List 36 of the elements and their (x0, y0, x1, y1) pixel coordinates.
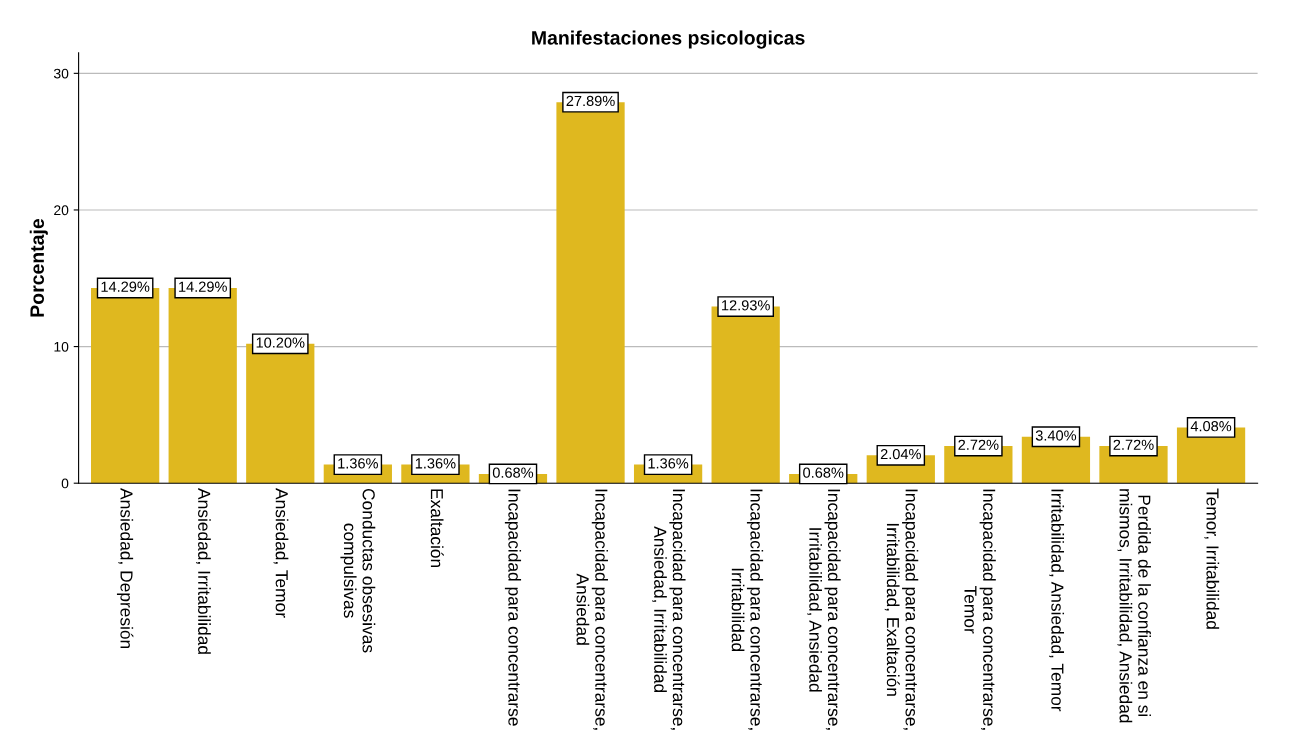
data-label: 2.72% (1113, 439, 1154, 450)
data-label: 14.29% (101, 281, 150, 292)
y-tick-label: 0 (61, 478, 69, 489)
x-tick-label: Ansiedad, Temor (273, 488, 289, 618)
x-tick-label: Incapacidad para concentrarse, Irritabilidad (731, 489, 764, 730)
x-tick-label: Irritabilidad, Ansiedad, Temor (1049, 489, 1065, 712)
x-tick-label: Temor, Irritabilidad (1204, 488, 1220, 629)
data-label: 1.36% (415, 458, 456, 469)
data-label: 2.04% (880, 448, 921, 460)
data-label: 14.29% (179, 281, 227, 292)
data-label: 4.08% (1190, 421, 1232, 432)
data-label: 3.40% (1035, 430, 1077, 441)
data-label: 2.72% (958, 439, 999, 450)
chart-title: Manifestaciones psicologicas (532, 30, 805, 49)
x-tick-label: Ansiedad, Irritabilidad (195, 488, 211, 654)
x-tick-label: Ansiedad, Depresión (116, 488, 134, 649)
data-label: 27.89% (566, 95, 615, 107)
x-tick-label: Incapacidad para concentrarse, Irritabilidad, Exaltación (884, 489, 919, 730)
y-tick-label: 30 (53, 68, 69, 79)
data-label: 1.36% (338, 458, 378, 469)
data-label: 0.68% (803, 467, 844, 478)
data-label: 10.20% (256, 337, 305, 348)
x-tick-label: Incapacidad para concentrarse, Temor (964, 489, 996, 730)
y-tick-label: 10 (54, 341, 69, 352)
x-tick-label: Perdida de la confianza en si mismos, Irritabilidad, Ansiedad (1117, 489, 1151, 723)
x-tick-label: Exaltación (430, 489, 444, 568)
y-axis-title: Porcentaje (29, 218, 48, 317)
x-tick-label: Incapacidad para concentrarse, Ansiedad, Irritabilidad (652, 489, 686, 730)
x-tick-label: Conductas obsesivas compulsivas (340, 488, 376, 653)
x-tick-label: Incapacidad para concentrarse, Ansiedad (576, 489, 608, 730)
y-tick-label: 20 (54, 205, 69, 216)
data-label: 12.93% (722, 300, 770, 311)
data-label: 0.68% (492, 467, 534, 478)
data-label: 1.36% (648, 458, 689, 469)
x-tick-label: Incapacidad para concentrarse, Irritabilidad, Ansiedad (807, 489, 841, 730)
x-tick-label: Incapacidad para concentrarse (504, 489, 522, 726)
